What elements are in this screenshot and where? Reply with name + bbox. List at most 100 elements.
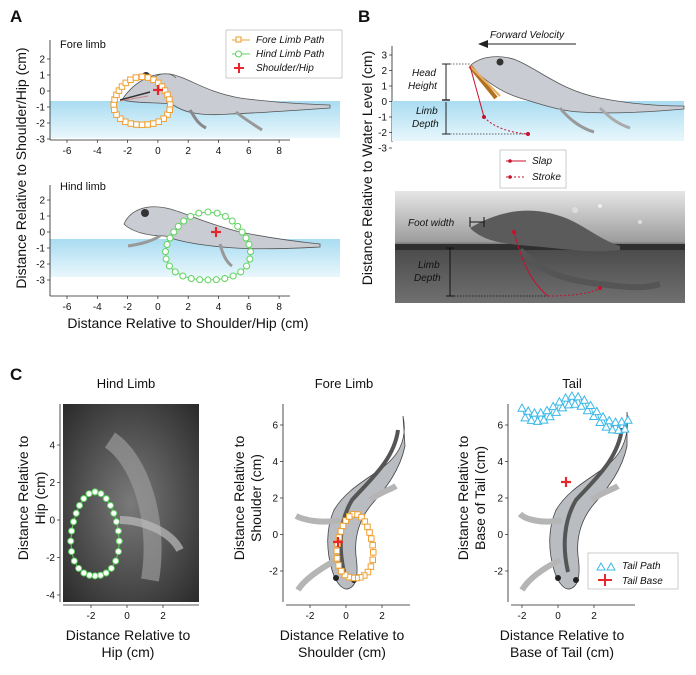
legend-hind-limb-path: Hind Limb Path <box>256 49 325 60</box>
y-tick-label: 3 <box>381 51 387 62</box>
path-marker <box>598 411 608 421</box>
path-marker <box>162 255 170 263</box>
y-tick-label: -3 <box>36 276 45 287</box>
path-marker <box>370 549 377 556</box>
x-tick-label: 4 <box>216 302 222 313</box>
path-marker <box>247 248 255 256</box>
path-marker <box>70 557 78 565</box>
x-tick-label: -6 <box>63 302 72 313</box>
y-tick-label: 4 <box>49 441 55 452</box>
path-marker <box>229 272 237 280</box>
path-marker <box>579 395 590 404</box>
y-tick-label: -2 <box>46 553 55 564</box>
path-marker <box>110 509 118 517</box>
path-marker <box>80 569 88 577</box>
path-marker <box>535 407 546 417</box>
x-tick-label: 2 <box>185 146 191 157</box>
path-marker <box>364 523 371 531</box>
panel-c-fore-xlabel-1: Distance Relative to <box>280 627 405 643</box>
y-tick-label: -1 <box>378 113 387 124</box>
path-marker <box>234 222 242 230</box>
x-tick-label: -2 <box>87 611 96 622</box>
path-marker <box>102 495 110 503</box>
path-marker <box>195 209 203 217</box>
path-marker <box>523 406 534 415</box>
y-tick-label: 0 <box>39 87 45 98</box>
path-marker <box>517 402 527 412</box>
path-marker <box>132 74 140 81</box>
path-marker <box>339 522 347 530</box>
path-marker <box>567 390 577 400</box>
y-tick-label: 0 <box>272 530 278 541</box>
path-marker <box>114 527 122 535</box>
path-marker <box>138 121 146 129</box>
path-marker <box>127 120 135 127</box>
x-tick-label: -2 <box>123 146 132 157</box>
y-tick-label: 2 <box>272 494 278 505</box>
path-marker <box>114 548 122 556</box>
path-marker <box>161 248 169 256</box>
y-tick-label: 2 <box>39 196 45 207</box>
y-tick-label: 1 <box>39 71 45 82</box>
panel-c: Hind Limb Distance Relative to Hip (cm) … <box>15 376 679 660</box>
path-marker <box>118 83 126 90</box>
y-tick-label: 2 <box>49 478 55 489</box>
path-marker <box>526 415 537 424</box>
x-tick-label: 0 <box>343 611 349 622</box>
gecko-illustration <box>517 411 628 592</box>
y-tick-label: -2 <box>269 567 278 578</box>
panel-c-fore: Fore Limb Distance Relative to Shoulder … <box>231 376 410 660</box>
path-marker <box>368 535 375 542</box>
x-tick-label: 2 <box>185 302 191 313</box>
panel-c-tail-ylabel-2: Base of Tail (cm) <box>472 446 488 550</box>
path-marker <box>607 424 618 434</box>
y-tick-label: 2 <box>39 55 45 66</box>
path-marker <box>127 76 134 83</box>
y-tick-label: 2 <box>497 494 503 505</box>
y-tick-label: 6 <box>272 421 278 432</box>
panel-letter-c: C <box>10 365 22 384</box>
path-marker <box>601 421 612 431</box>
path-marker <box>171 268 179 276</box>
y-tick-label: -2 <box>378 128 387 139</box>
hind-limb-photo <box>63 404 199 602</box>
path-marker <box>333 547 341 555</box>
path-marker <box>591 406 602 416</box>
path-marker <box>570 398 580 408</box>
panel-c-tail-xlabel-1: Distance Relative to <box>500 627 625 643</box>
path-marker <box>238 228 246 236</box>
x-tick-label: 0 <box>155 302 161 313</box>
panel-c-hind-ylabel-2: Hip (cm) <box>32 472 48 525</box>
legend-stroke: Stroke <box>532 172 561 183</box>
path-marker <box>563 399 574 409</box>
panel-c-tail: Tail Distance Relative to Base of Tail (… <box>455 376 679 660</box>
path-marker <box>341 571 349 579</box>
x-tick-label: -2 <box>518 611 527 622</box>
head-height-label-2: Height <box>408 81 438 92</box>
x-tick-label: 6 <box>246 302 252 313</box>
y-tick-label: 1 <box>39 212 45 223</box>
y-tick-label: -1 <box>36 103 45 114</box>
fore-limb-plot: Fore limb 2 1 0 -1 -2 -3 -6 -4 -2 0 2 4 6 8 <box>36 39 340 157</box>
tail-path <box>517 390 633 434</box>
path-marker <box>187 274 195 282</box>
panel-c-fore-xlabel-2: Shoulder (cm) <box>298 644 386 660</box>
forward-velocity-label: Forward Velocity <box>490 30 565 41</box>
path-marker <box>358 513 365 521</box>
path-marker <box>204 276 212 284</box>
path-marker <box>242 234 250 242</box>
hind-limb-path <box>161 208 255 284</box>
fore-limb-path <box>110 73 174 129</box>
panel-c-hind-title: Hind Limb <box>97 376 156 391</box>
splash-photo: Foot width Limb Depth <box>395 191 685 303</box>
hind-limb-title: Hind limb <box>60 181 106 193</box>
y-tick-label: 0 <box>497 530 503 541</box>
path-marker <box>80 495 88 503</box>
path-marker <box>228 217 236 225</box>
path-marker <box>545 411 555 421</box>
path-marker <box>367 563 375 570</box>
head-height-annotation: Head Height <box>408 63 470 101</box>
panel-c-hind-xlabel-2: Hip (cm) <box>102 644 155 660</box>
x-tick-label: 8 <box>276 302 282 313</box>
y-tick-label: 6 <box>497 421 503 432</box>
